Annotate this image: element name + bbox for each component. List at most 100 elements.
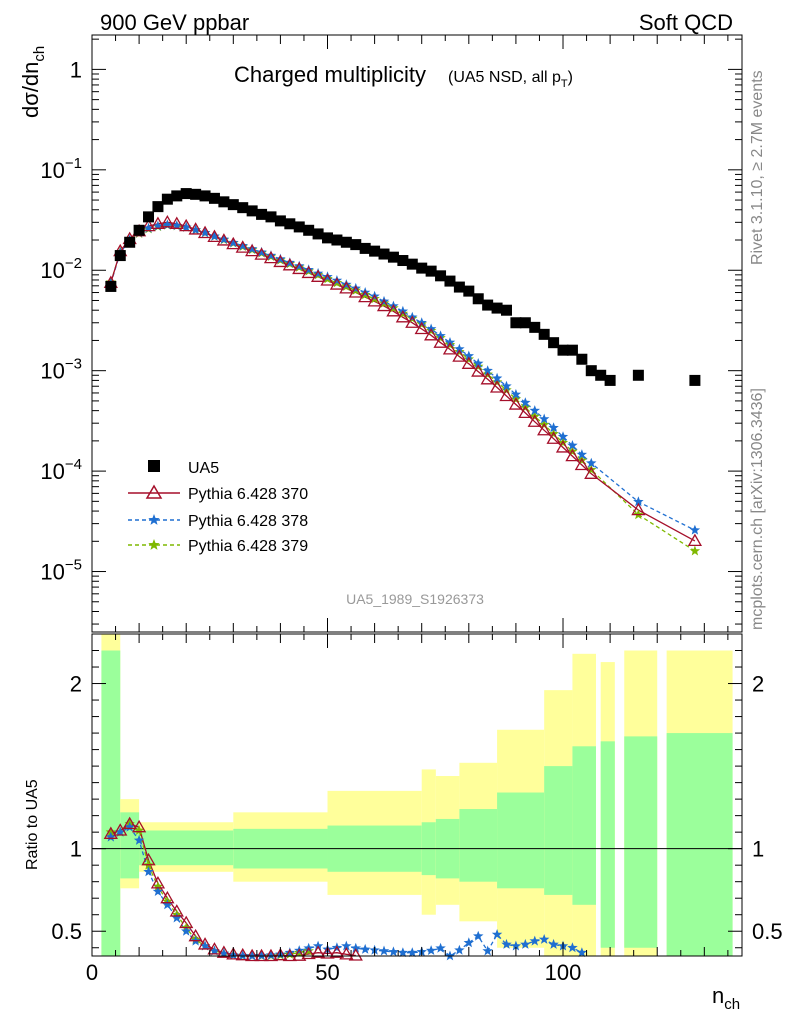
- main-point: [161, 193, 173, 205]
- ratio-point: [310, 945, 326, 958]
- legend-label-379: Pythia 6.428 379: [188, 538, 308, 555]
- main-point: [246, 205, 258, 217]
- main-point: [303, 264, 314, 275]
- main-point: [500, 304, 512, 316]
- main-point: [265, 211, 277, 223]
- main-point: [376, 298, 392, 312]
- ratio-y-tick-label: 2: [70, 672, 82, 697]
- main-plot-panel: 1 10−1 10−2 10−3 10−4 10−5 Charged multiplici…: [18, 34, 743, 633]
- main-point: [586, 457, 597, 468]
- main-point: [689, 545, 701, 556]
- main-point: [169, 216, 184, 229]
- ratio-point: [237, 950, 248, 961]
- ratio-point: [133, 834, 145, 845]
- main-point: [143, 222, 154, 233]
- main-point: [312, 228, 324, 240]
- main-point: [595, 369, 607, 381]
- ratio-point: [124, 821, 135, 832]
- main-point: [190, 224, 201, 235]
- main-y-tick-label: 10−5: [40, 557, 82, 585]
- main-point: [171, 220, 182, 231]
- main-point: [519, 317, 531, 329]
- main-point: [689, 374, 701, 386]
- main-point: [576, 449, 588, 460]
- main-point: [310, 269, 326, 282]
- main-point: [405, 315, 420, 328]
- main-point: [105, 280, 117, 292]
- main-point: [480, 372, 495, 385]
- main-point: [538, 328, 550, 340]
- ratio-point: [113, 823, 128, 836]
- ratio-y-tick-label-right: 2: [752, 672, 764, 697]
- ratio-point: [548, 938, 559, 949]
- ratio-point: [122, 816, 137, 830]
- ratio-point: [435, 942, 446, 953]
- ratio-point: [348, 948, 363, 961]
- main-point: [227, 199, 239, 211]
- main-point: [265, 250, 277, 260]
- source-label: mcplots.cern.ch [arXiv:1306.3436]: [749, 388, 766, 630]
- ratio-point: [320, 946, 335, 959]
- main-point: [331, 234, 343, 246]
- main-y-tick-label: 10−4: [40, 456, 82, 484]
- ratio-y-tick-label: 0.5: [51, 919, 82, 944]
- main-plot-frame: [91, 34, 743, 633]
- ratio-point: [263, 948, 279, 962]
- main-point: [537, 422, 552, 436]
- main-point: [275, 253, 286, 264]
- main-point: [584, 466, 599, 479]
- main-point: [546, 431, 561, 444]
- ratio-point: [501, 938, 512, 949]
- main-point: [331, 275, 343, 285]
- main-point: [529, 405, 540, 416]
- main-point: [576, 353, 588, 365]
- main-point: [197, 225, 213, 239]
- ratio-point: [473, 930, 484, 941]
- main-point: [454, 343, 465, 354]
- main-point: [228, 237, 239, 248]
- ratio-plot-panel: 0.5 0.5 1 1 2 2 0 50 100 Ratio to UA5 nch: [24, 633, 783, 1013]
- main-point: [218, 233, 230, 244]
- main-point: [162, 219, 173, 230]
- ratio-band-inner: [459, 809, 498, 882]
- ratio-point: [207, 942, 222, 955]
- main-point: [293, 221, 305, 233]
- ratio-point: [339, 947, 354, 960]
- main-point: [152, 220, 164, 231]
- main-point: [529, 321, 541, 333]
- ratio-band-inner: [544, 766, 573, 895]
- main-point: [312, 267, 324, 278]
- ratio-point: [181, 925, 192, 936]
- main-point: [472, 293, 484, 305]
- main-axis-ticks: [91, 35, 742, 632]
- main-point: [442, 342, 458, 355]
- ratio-point: [341, 940, 352, 951]
- main-point: [141, 218, 156, 232]
- ratio-plot-frame: [91, 633, 743, 957]
- main-point: [143, 211, 155, 223]
- main-point: [452, 349, 467, 362]
- main-point: [489, 380, 505, 393]
- ratio-point: [520, 938, 531, 949]
- main-y-tick-label: 10−2: [40, 255, 82, 283]
- ratio-point: [105, 826, 117, 837]
- main-point: [555, 440, 571, 453]
- x-axis-label: nch: [712, 983, 740, 1013]
- ratio-point: [463, 937, 474, 948]
- legend-label-ua5: UA5: [188, 460, 219, 477]
- main-point: [491, 372, 503, 383]
- ratio-point: [188, 928, 203, 942]
- ratio-point: [150, 876, 166, 889]
- x-tick-label: 0: [86, 960, 98, 985]
- ratio-band-inner: [666, 733, 733, 956]
- analysis-tag: UA5_1989_S1926373: [346, 591, 484, 607]
- main-point: [218, 196, 230, 208]
- main-point: [510, 317, 522, 329]
- ratio-band-inner: [600, 741, 615, 948]
- ratio-point: [378, 945, 390, 956]
- ratio-point: [425, 945, 437, 955]
- ratio-point: [292, 948, 307, 961]
- category-label: Soft QCD: [639, 10, 733, 35]
- ratio-axis-ticks: [91, 634, 742, 956]
- main-point: [190, 188, 202, 200]
